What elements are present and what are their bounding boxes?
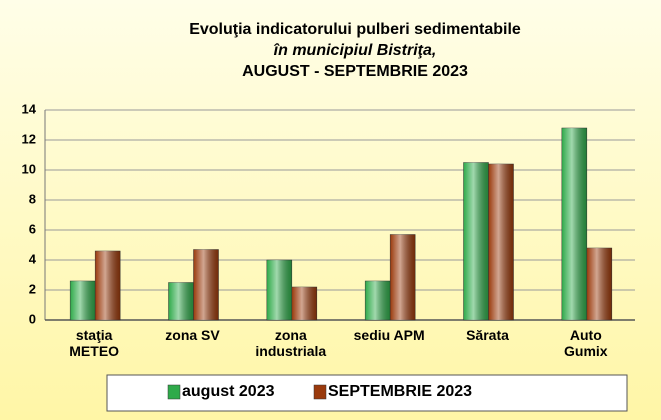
bar-shine — [193, 249, 219, 320]
legend-box — [106, 374, 628, 412]
x-tick-label: sediu APM — [353, 327, 425, 343]
y-tick-label: 12 — [22, 131, 36, 146]
bar-shine — [168, 282, 194, 320]
y-tick-label: 4 — [29, 251, 37, 266]
x-tick-label: zona SV — [165, 327, 220, 343]
bar-shine — [95, 251, 121, 320]
bar-shine — [365, 281, 391, 320]
chart-subtitle: în municipiul Bistriţa, — [274, 42, 437, 59]
bar-shine — [463, 162, 489, 320]
bar-shine — [561, 128, 587, 320]
y-tick-label: 10 — [22, 161, 36, 176]
y-tick-label: 2 — [29, 281, 36, 296]
bar-shine — [70, 281, 96, 320]
y-tick-label: 8 — [29, 191, 36, 206]
y-tick-label: 0 — [29, 311, 36, 326]
y-tick-label: 6 — [29, 221, 36, 236]
bar-shine — [488, 164, 514, 320]
x-tick-label: Sărata — [466, 327, 509, 343]
y-tick-label: 14 — [22, 101, 37, 116]
x-tick-label: zona industriala — [255, 327, 327, 359]
chart-period: AUGUST - SEPTEMBRIE 2023 — [242, 63, 468, 80]
legend-swatch — [313, 384, 327, 400]
legend-label: august 2023 — [182, 383, 275, 400]
x-tick-label: staţia METEO — [69, 327, 120, 359]
bar-shine — [390, 234, 416, 320]
bar-shine — [291, 287, 317, 320]
chart-title: Evoluţia indicatorului pulberi sedimenta… — [189, 21, 521, 38]
legend-label: SEPTEMBRIE 2023 — [328, 383, 473, 400]
x-tick-label: Auto Gumix — [564, 327, 608, 359]
bar-shine — [586, 248, 612, 320]
bar-shine — [266, 260, 292, 320]
legend-swatch — [167, 384, 181, 400]
